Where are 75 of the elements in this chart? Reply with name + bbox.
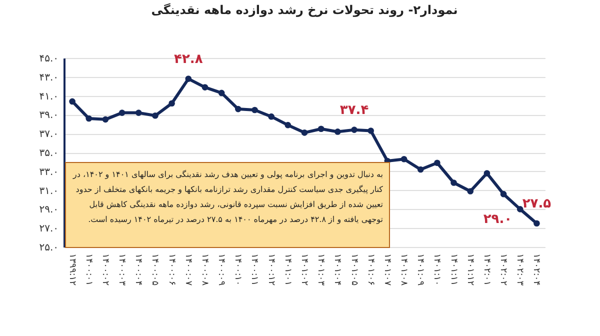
point [450, 180, 457, 186]
x-tick-label: ۱۴۰۰:۰۹ [216, 254, 226, 286]
y-tick-label: ۴۱.۰ [39, 91, 58, 102]
point [368, 128, 374, 134]
x-tick-label: ۱۴۰۰:۰۴ [133, 254, 144, 286]
y-tick-label: ۲۹.۰ [39, 204, 58, 216]
x-tick-label: ۱۴۰۱:۰۶ [365, 254, 376, 286]
x-tick-label: ۱۴۰۱:۰۷ [382, 254, 392, 286]
y-tick-label: ۳۹.۰ [39, 110, 58, 122]
x-tick-label: ۱۴۰۱:۱۱ [448, 254, 458, 286]
point [334, 128, 341, 135]
x-tick-label: ۱۴۰۱:۰۱ [282, 254, 292, 286]
point [284, 122, 292, 128]
point [467, 188, 474, 194]
x-tick-label: ۱۴۰۰:۰۸ [199, 254, 210, 286]
y-tick-label: ۲۷.۰ [39, 224, 58, 235]
x-tick-label: ۱۴۰۰:۰۳ [116, 254, 127, 286]
point [252, 106, 258, 114]
point [400, 156, 408, 162]
x-tick-label: ۱۴۰۰:۰۵ [150, 254, 160, 286]
x-tick-label: ۱۴۰۰:۱۰ [232, 254, 243, 286]
point [500, 190, 507, 198]
point [484, 170, 490, 176]
x-tick-label: ۱۴۰۰:۰۲ [100, 254, 110, 286]
x-tick-label: ۱۴۰۱:۰۲ [299, 254, 309, 286]
x-tick-label: ۱۴۰۲:۰۳ [514, 254, 525, 286]
x-tick-label: ۱۳۹۹:۱۲ [66, 254, 77, 286]
x-tick-label: ۱۴۰۲:۰۲ [498, 254, 508, 286]
point [301, 130, 308, 136]
note-box: به دنبال تدوین و اجرای برنامه پولی و تعیین هدف رشد نقدینگی برای سالهای ۱۴۰۱ و ۱۴۰۲، در کنار پیگیری جدی سیاست کنترل مقداری رشد ترازنامه بانکها و جریمه بانکهای متخلف از حدود تعیین شده از طریق افزایش نسبت سپرده قانونی، رشد دوازده ماهه نقدینگی کاهش قابل توجهی یافته و از ۴۲.۸ درصد در مهرماه ۱۴۰۰ به ۲۷.۵ درصد در تیرماه ۱۴۰۲ رسیده است. [65, 162, 390, 248]
x-tick-label: ۱۴۰۱:۱۲ [464, 254, 475, 286]
x-tick-label: ۱۴۰۰:۱۲ [266, 254, 276, 286]
point [234, 106, 242, 112]
chart-title: نمودار۲- روند تحولات نرخ رشد دوازده ماهه نقدینگی [151, 2, 458, 17]
x-tick-label: ۱۴۰۱:۰۵ [348, 254, 359, 286]
point [168, 100, 175, 107]
point [218, 90, 225, 96]
y-tick-label: ۳۵.۰ [39, 148, 58, 159]
y-tick-label: ۳۳.۰ [39, 166, 58, 178]
x-tick-label: ۱۴۰۱:۱۰ [432, 254, 442, 286]
data-label: ۲۷.۵ [522, 196, 552, 212]
y-tick-label: ۴۳.۰ [39, 72, 58, 84]
x-tick-label: ۱۴۰۰:۰۶ [166, 254, 176, 286]
point [351, 126, 358, 133]
x-tick-label: ۱۴۰۱:۰۳ [316, 254, 326, 286]
x-tick-label: ۱۴۰۰:۰۱ [83, 254, 94, 286]
point [417, 166, 424, 173]
point [135, 110, 142, 116]
x-tick-label: ۱۴۰۱:۰۴ [332, 254, 342, 286]
x-tick-label: ۱۴۰۰:۱۱ [249, 254, 260, 286]
point [268, 113, 274, 120]
point [152, 112, 158, 119]
x-tick-label: ۱۴۰۱:۰۹ [415, 254, 426, 286]
point [102, 116, 109, 123]
y-tick-label: ۴۵.۰ [39, 54, 58, 64]
x-tick-label: ۱۴۰۲:۰۱ [481, 254, 492, 286]
point [118, 110, 126, 116]
y-tick-label: ۳۱.۰ [39, 186, 58, 197]
point [516, 206, 524, 212]
y-tick-label: ۲۵.۰ [39, 242, 58, 254]
point [202, 84, 208, 90]
annotation: به دنبال تدوین و اجرای برنامه پولی و تعیین هدف رشد نقدینگی برای سالهای ۱۴۰۱ و ۱۴۰۲، در کنار پیگیری جدی سیاست کنترل مقداری رشد ترازنامه بانکها و جریمه بانکهای متخلف از حدود تعیین شده از طریق افزایش نسبت سپرده قانونی، رشد دوازده ماهه نقدینگی کاهش قابل توجهی یافته و از ۴۲.۸ درصد در مهرماه ۱۴۰۰ به ۲۷.۵ درصد در تیرماه ۱۴۰۲ رسیده است. [72, 169, 383, 226]
point [434, 160, 440, 166]
point [69, 98, 76, 105]
x-tick-label: ۱۴۰۲:۰۴ [531, 254, 542, 286]
y-tick-label: ۳۷.۰ [39, 129, 58, 140]
data-label: ۳۷.۴ [340, 102, 369, 118]
point [534, 220, 540, 227]
data-label: ۴۲.۸ [174, 52, 203, 67]
data-label: ۲۹.۰ [483, 212, 512, 228]
x-tick-label: ۱۴۰۱:۰۸ [398, 254, 409, 286]
point [185, 76, 192, 82]
point [318, 126, 324, 132]
point [86, 115, 92, 122]
x-tick-label: ۱۴۰۰:۰۷ [182, 254, 193, 286]
